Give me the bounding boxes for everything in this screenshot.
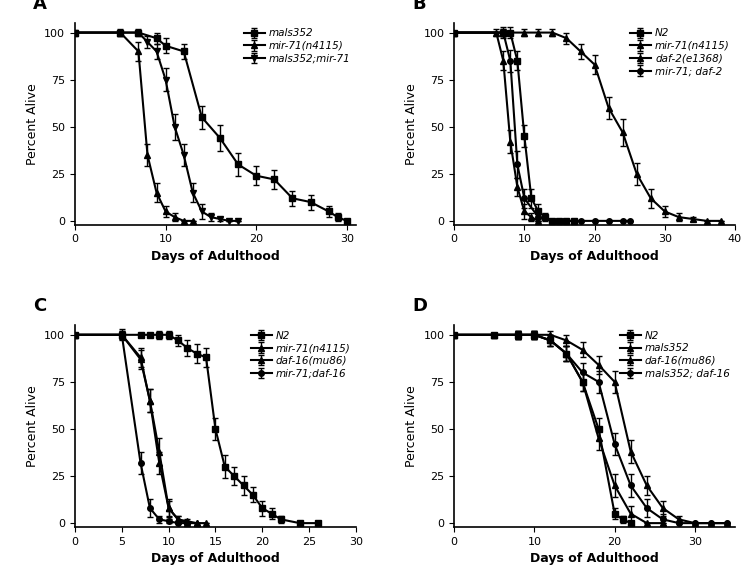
Legend: N2, mir-71(n4115), daf-16(mu86), mir-71;daf-16: N2, mir-71(n4115), daf-16(mu86), mir-71;… bbox=[247, 327, 355, 383]
X-axis label: Days of Adulthood: Days of Adulthood bbox=[530, 250, 659, 263]
X-axis label: Days of Adulthood: Days of Adulthood bbox=[151, 250, 280, 263]
Y-axis label: Percent Alive: Percent Alive bbox=[405, 83, 418, 165]
Y-axis label: Percent Alive: Percent Alive bbox=[26, 83, 39, 165]
Legend: mals352, mir-71(n4115), mals352;mir-71: mals352, mir-71(n4115), mals352;mir-71 bbox=[240, 24, 355, 68]
Y-axis label: Percent Alive: Percent Alive bbox=[26, 385, 39, 467]
Legend: N2, mir-71(n4115), daf-2(e1368), mir-71; daf-2: N2, mir-71(n4115), daf-2(e1368), mir-71;… bbox=[626, 24, 734, 80]
Text: B: B bbox=[412, 0, 426, 13]
Legend: N2, mals352, daf-16(mu86), mals352; daf-16: N2, mals352, daf-16(mu86), mals352; daf-… bbox=[616, 327, 734, 383]
X-axis label: Days of Adulthood: Days of Adulthood bbox=[530, 552, 659, 565]
Y-axis label: Percent Alive: Percent Alive bbox=[405, 385, 418, 467]
Text: D: D bbox=[412, 298, 427, 316]
Text: A: A bbox=[33, 0, 46, 13]
X-axis label: Days of Adulthood: Days of Adulthood bbox=[151, 552, 280, 565]
Text: C: C bbox=[33, 298, 46, 316]
